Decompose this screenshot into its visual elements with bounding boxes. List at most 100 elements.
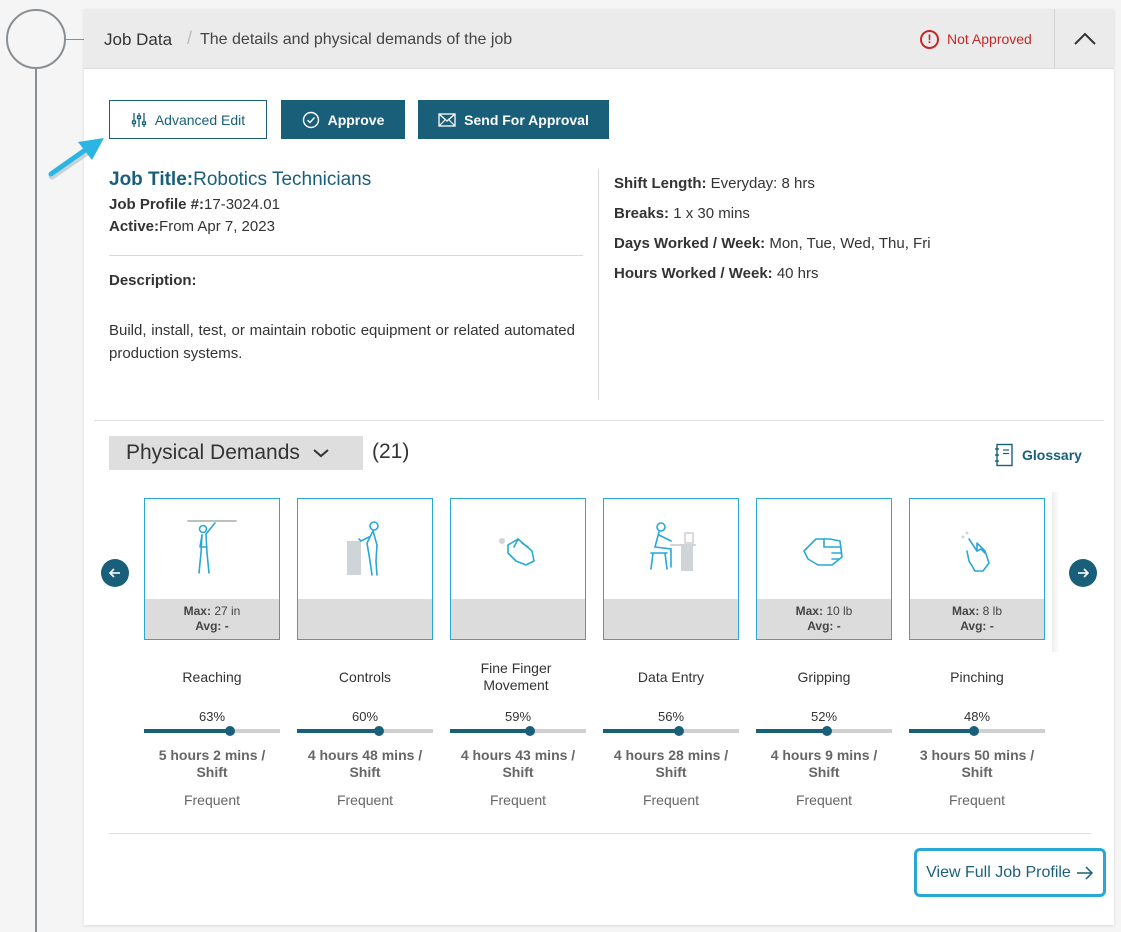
pinching-icon [910,499,1044,599]
demand-name: Controls [338,668,392,685]
demand-card-reaching[interactable]: Max: 27 in Avg: - [144,498,280,640]
chevron-up-icon [1073,32,1096,45]
avg-label: Avg: [195,619,222,633]
demand-duration: 4 hours 9 mins / Shift [770,747,878,780]
breaks: Breaks: 1 x 30 mins [614,205,931,235]
demand-percent: 63% [198,709,226,724]
carousel-prev-button[interactable] [101,559,129,587]
days-worked: Days Worked / Week: Mon, Tue, Wed, Thu, … [614,235,931,265]
demand-progress-track [297,726,433,736]
demand-progress-track [450,726,586,736]
demand-stats: Max: 10 lb Avg: - [757,599,891,639]
carousel-edge-shadow [1052,492,1060,652]
demand-frequency: Frequent [183,792,241,808]
demand-duration: 4 hours 43 mins / Shift [460,747,576,780]
demand-frequency: Frequent [489,792,547,808]
demand-progress-fill [297,729,379,733]
job-profile: Job Profile #:17-3024.01 [109,196,583,213]
avg-label: Avg: [960,619,987,633]
avg-label: Avg: [807,619,834,633]
demand-stats: Max: 8 lb Avg: - [910,599,1044,639]
breaks-label: Breaks: [614,205,670,222]
physical-demands-dropdown[interactable]: Physical Demands [109,436,363,470]
physical-demands-count: (21) [372,440,410,463]
timeline-line [35,68,37,932]
job-active: Active:From Apr 7, 2023 [109,218,583,235]
info-divider [109,255,583,256]
job-title-label: Job Title: [109,169,194,190]
alert-circle-icon: ! [920,29,939,49]
approval-status-label: Not Approved [947,31,1032,47]
approve-button[interactable]: Approve [281,100,405,139]
demand-progress-fill [144,729,230,733]
demand-name: Gripping [797,668,851,685]
demand-stats [604,599,738,639]
demand-card-pinching[interactable]: Max: 8 lb Avg: - [909,498,1045,640]
demand-progress-track [756,726,892,736]
hours-worked: Hours Worked / Week: 40 hrs [614,265,931,295]
demand-card-controls[interactable] [297,498,433,640]
panel-header: Job Data / The details and physical dema… [84,9,1114,69]
demand-percent: 59% [504,709,532,724]
job-active-value: From Apr 7, 2023 [159,218,275,235]
demand-card-gripping[interactable]: Max: 10 lb Avg: - [756,498,892,640]
arrow-right-icon [1078,568,1090,578]
demand-progress-knob [674,726,685,736]
job-info: Job Title:Robotics Technicians Job Profi… [109,169,583,235]
send-for-approval-label: Send For Approval [464,111,589,128]
footer-divider [109,833,1091,834]
demand-name: Data Entry [637,668,705,685]
arrow-left-icon [108,568,120,578]
max-value: 10 lb [826,604,853,618]
demand-percent: 60% [351,709,379,724]
demand-card-fine-finger-movement[interactable] [450,498,586,640]
carousel-next-button[interactable] [1069,559,1097,587]
demand-progress-knob [821,726,832,736]
collapse-button[interactable] [1054,9,1114,69]
data-entry-icon [604,499,738,599]
callout-arrow-icon [48,138,104,180]
physical-demands-label: Physical Demands [126,441,300,464]
approve-label: Approve [327,111,385,128]
glossary-link[interactable]: Glossary [994,443,1082,467]
hours-worked-value: 40 hrs [776,265,819,282]
max-label: Max: [951,604,980,618]
demand-percent: 52% [810,709,838,724]
controls-icon [298,499,432,599]
reaching-icon [145,499,279,599]
demand-duration: 4 hours 48 mins / Shift [307,747,423,780]
demand-frequency: Frequent [795,792,853,808]
demand-percent: 56% [657,709,685,724]
hours-worked-label: Hours Worked / Week: [614,265,773,282]
schedule-info: Shift Length: Everyday: 8 hrs Breaks: 1 … [614,175,931,295]
shift-length: Shift Length: Everyday: 8 hrs [614,175,931,205]
view-full-job-profile-button[interactable]: View Full Job Profile [914,848,1106,897]
demand-progress-knob [969,726,980,736]
max-label: Max: [795,604,823,618]
demand-progress-fill [756,729,827,733]
demand-progress-knob [373,726,384,736]
job-title-value: Robotics Technicians [193,169,372,190]
days-worked-label: Days Worked / Week: [614,235,766,252]
send-for-approval-button[interactable]: Send For Approval [418,100,609,139]
envelope-icon [438,112,456,127]
demand-progress-knob [525,726,536,736]
demand-progress-track [909,726,1045,736]
demand-name: Pinching [950,668,1004,685]
timeline-step-node [6,9,66,69]
demand-stats [298,599,432,639]
demand-card-data-entry[interactable] [603,498,739,640]
demand-progress-track [144,726,280,736]
section-divider [94,420,1104,421]
column-divider [598,169,599,400]
panel-subtitle: The details and physical demands of the … [200,31,513,48]
breaks-value: 1 x 30 mins [673,205,750,222]
description-text: Build, install, test, or maintain roboti… [109,322,575,362]
shift-length-value: Everyday: 8 hrs [710,175,815,192]
demand-duration: 3 hours 50 mins / Shift [919,747,1035,780]
panel-title: Job Data [104,30,173,49]
advanced-edit-button[interactable]: Advanced Edit [109,100,267,139]
demand-stats [451,599,585,639]
notebook-icon [994,443,1014,467]
description-label: Description: [109,272,197,289]
